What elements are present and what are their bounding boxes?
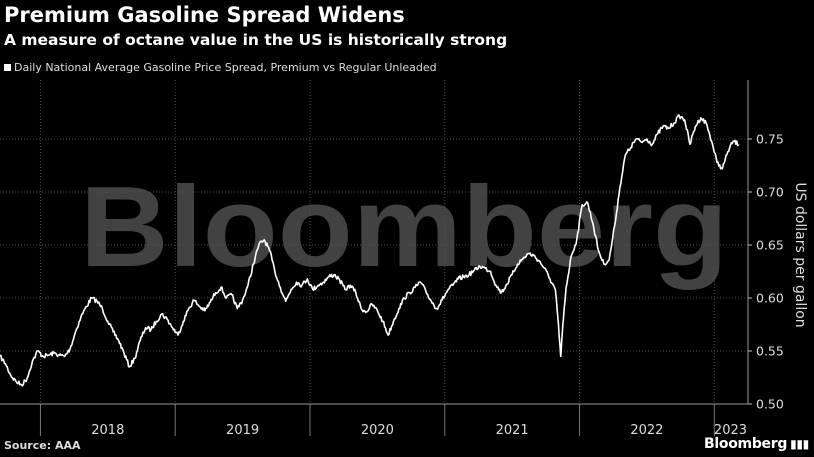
y-tick-label: 0.55 — [756, 344, 784, 359]
axis-labels: 0.50 0.55 0.60 0.65 0.70 0.75 2018 2019 2020 2021… — [91, 132, 808, 439]
grid — [0, 80, 748, 405]
brand-text: Bloomberg — [704, 436, 788, 452]
y-tick-label: 0.65 — [756, 238, 784, 253]
x-tick-label: 2021 — [496, 423, 529, 438]
legend: Daily National Average Gasoline Price Sp… — [4, 61, 437, 74]
y-tick-label: 0.50 — [756, 397, 784, 412]
y-tick-label: 0.70 — [756, 185, 784, 200]
x-tick-label: 2023 — [714, 423, 747, 438]
source-note: Source: AAA — [4, 439, 81, 452]
series-line — [0, 114, 740, 387]
y-tick-label: 0.60 — [756, 291, 784, 306]
x-tick-label: 2022 — [630, 423, 663, 438]
brand-logo: Bloomberg ▮▮▮ — [704, 436, 809, 452]
axes — [0, 80, 752, 436]
y-axis-label: US dollars per gallon — [792, 182, 808, 327]
x-tick-label: 2018 — [91, 423, 124, 438]
y-tick-label: 0.75 — [756, 132, 784, 147]
chart-title: Premium Gasoline Spread Widens — [4, 3, 405, 27]
x-tick-label: 2020 — [361, 423, 394, 438]
legend-swatch — [4, 64, 11, 71]
x-tick-label: 2019 — [226, 423, 259, 438]
bar-chart-icon: ▮▮▮ — [790, 437, 809, 451]
chart-subtitle: A measure of octane value in the US is h… — [4, 31, 508, 49]
legend-label: Daily National Average Gasoline Price Sp… — [14, 61, 437, 74]
watermark: Bloomberg — [80, 164, 728, 291]
